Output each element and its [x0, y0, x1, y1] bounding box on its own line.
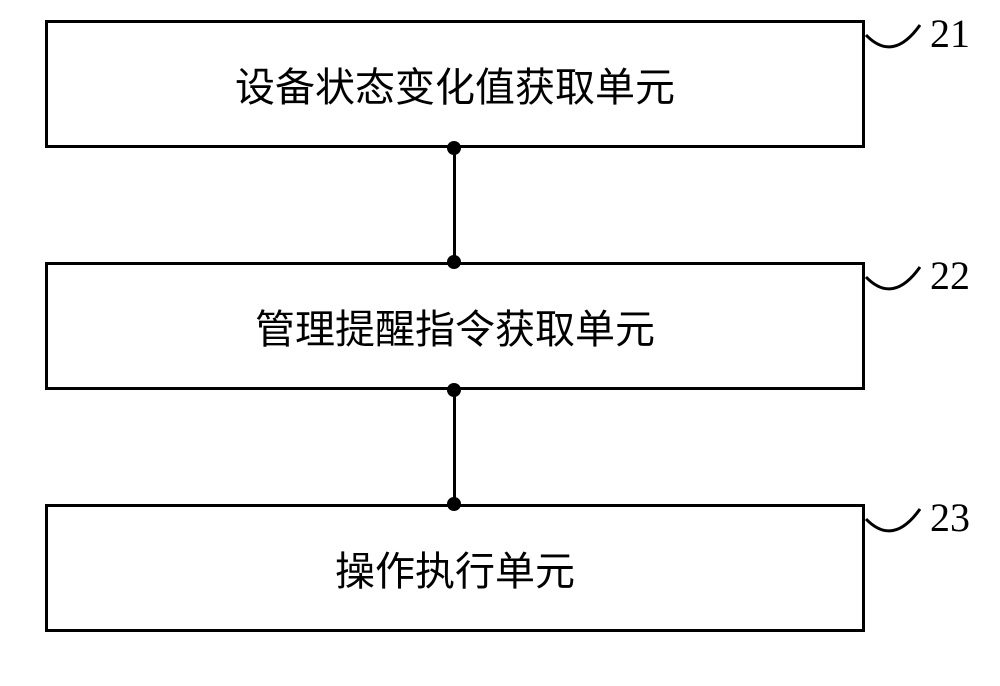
connector-1-line — [453, 148, 456, 262]
unit-box-2: 管理提醒指令获取单元 — [45, 262, 865, 390]
unit-box-1: 设备状态变化值获取单元 — [45, 20, 865, 148]
leader-1 — [846, 0, 940, 75]
label-3: 23 — [930, 494, 970, 541]
label-2: 22 — [930, 252, 970, 299]
connector-1-dot-bottom — [447, 255, 461, 269]
diagram-canvas: { "diagram": { "type": "flowchart", "bac… — [0, 0, 1000, 686]
unit-box-3-text: 操作执行单元 — [335, 539, 575, 597]
unit-box-3: 操作执行单元 — [45, 504, 865, 632]
connector-2-dot-bottom — [447, 497, 461, 511]
unit-box-2-text: 管理提醒指令获取单元 — [255, 297, 655, 355]
label-1: 21 — [930, 10, 970, 57]
connector-2-line — [453, 390, 456, 504]
leader-3 — [846, 469, 940, 559]
unit-box-1-text: 设备状态变化值获取单元 — [235, 55, 675, 113]
connector-1-dot-top — [447, 141, 461, 155]
leader-2 — [846, 227, 940, 317]
connector-2-dot-top — [447, 383, 461, 397]
